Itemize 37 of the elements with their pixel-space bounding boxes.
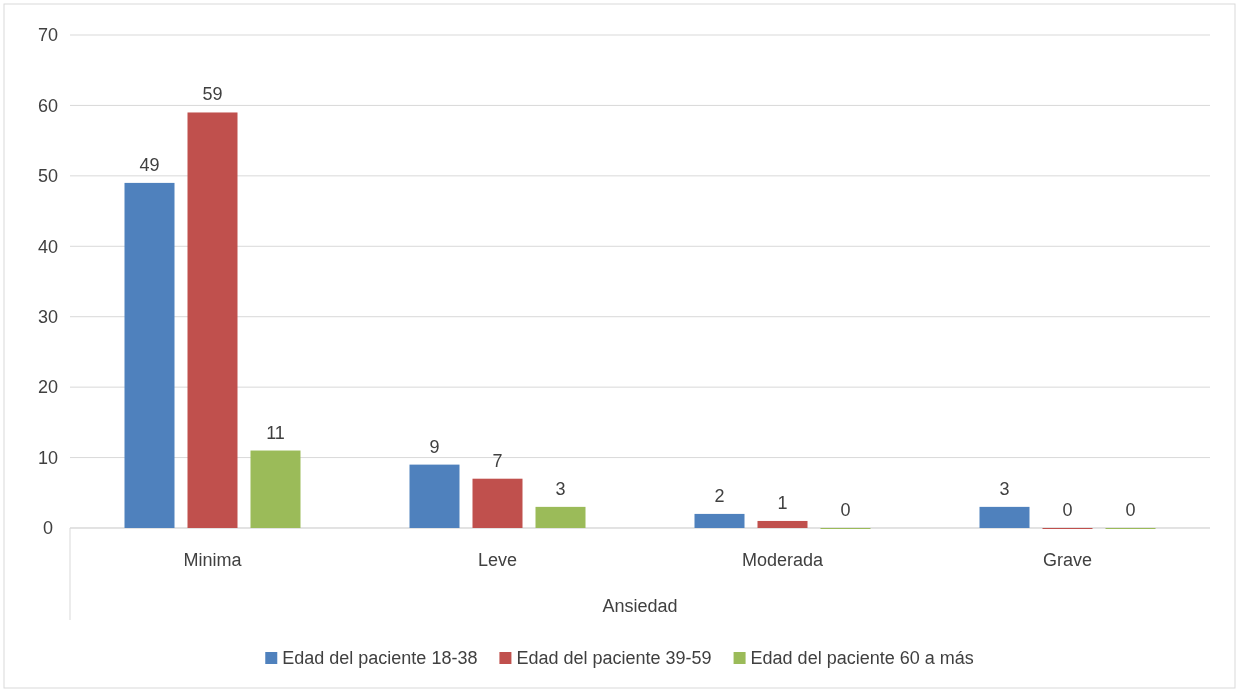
- data-label: 0: [1062, 500, 1073, 520]
- bar: [409, 464, 460, 528]
- bar: [757, 520, 808, 528]
- data-label: 7: [492, 450, 503, 471]
- bar: [187, 112, 238, 528]
- x-tick-label: Minima: [183, 550, 243, 570]
- data-label: 3: [555, 478, 566, 499]
- bar: [979, 506, 1030, 528]
- y-tick-label: 70: [37, 25, 59, 46]
- x-axis-title: Ansiedad: [602, 596, 678, 616]
- data-label: 0: [1125, 500, 1136, 520]
- y-tick-label: 10: [37, 447, 59, 468]
- y-tick-label: 50: [37, 166, 59, 187]
- y-tick-label: 60: [37, 95, 59, 116]
- data-label: 3: [999, 478, 1010, 499]
- y-tick-label: 20: [37, 377, 59, 398]
- bar: [535, 506, 586, 528]
- bar: [124, 182, 175, 528]
- y-tick-label: 0: [42, 518, 54, 539]
- bar: [694, 513, 745, 528]
- legend-label: Edad del paciente 39-59: [516, 648, 712, 669]
- data-label: 0: [840, 500, 851, 520]
- data-label: 11: [266, 422, 285, 443]
- bar: [250, 450, 301, 528]
- x-tick-label: Leve: [477, 550, 518, 570]
- data-label: 59: [202, 84, 223, 105]
- data-label: 2: [714, 485, 725, 506]
- legend-label: Edad del paciente 60 a más: [750, 648, 974, 669]
- data-label: 1: [777, 492, 788, 513]
- data-label: 9: [429, 436, 440, 457]
- x-tick-label: Moderada: [741, 550, 825, 570]
- data-label: 49: [139, 154, 160, 175]
- y-tick-label: 30: [37, 307, 59, 328]
- x-tick-label: Grave: [1042, 550, 1093, 570]
- y-tick-label: 40: [37, 236, 59, 257]
- legend-label: Edad del paciente 18-38: [282, 648, 478, 669]
- bar: [472, 478, 523, 528]
